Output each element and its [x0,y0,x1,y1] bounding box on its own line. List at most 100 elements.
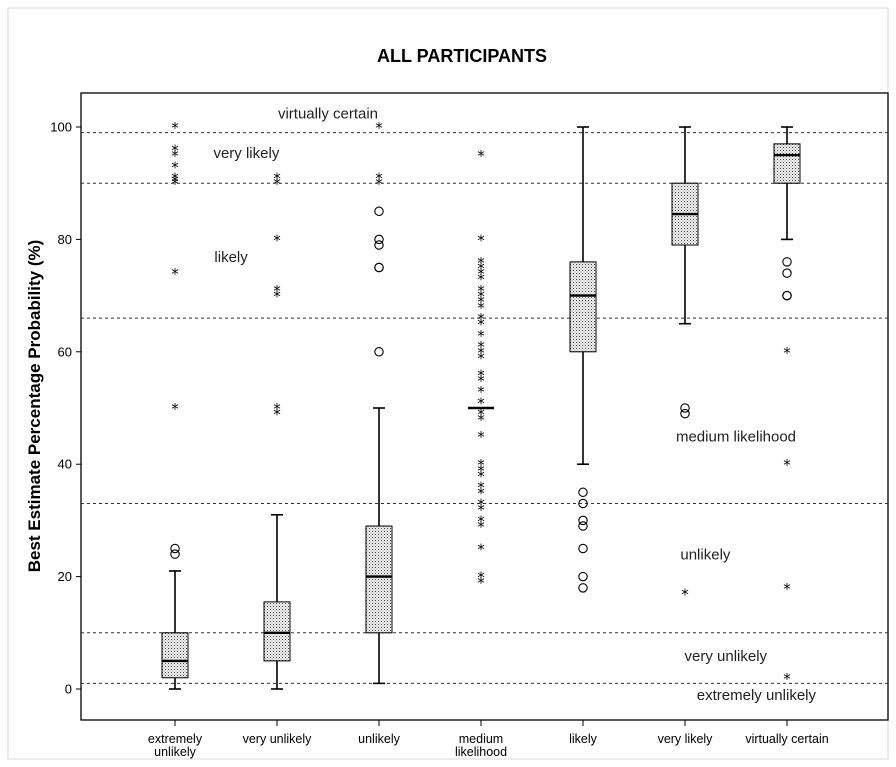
outlier-point [782,290,792,301]
y-tick-label: 60 [58,344,72,359]
region-annotation: virtually certain [278,106,378,123]
extreme-point: * [171,119,179,137]
x-tick-label: virtually certain [745,732,828,746]
extreme-point: * [477,271,485,289]
outlier-point [782,268,792,278]
extreme-point: * [273,175,281,193]
outlier-point [578,521,588,531]
extreme-point: * [171,400,179,418]
outlier-point [374,262,384,273]
extreme-point: * [477,310,485,328]
extreme-point: * [477,349,485,367]
region-annotation: medium likelihood [676,429,796,446]
x-tick-label: extremely unlikely [148,732,203,759]
extreme-point: * [171,265,179,283]
extreme-point: * [681,585,689,603]
extreme-point: * [477,299,485,317]
outlier-point [782,257,792,267]
extreme-point: * [477,231,485,249]
extreme-point: * [477,293,485,311]
iqr-box [263,601,291,662]
extreme-point: * [477,406,485,424]
extreme-point: * [273,406,281,424]
box-group: ********* [161,119,189,690]
x-tick-label: unlikely [358,732,400,746]
region-annotation: very unlikely [685,648,768,665]
extreme-point: * [171,175,179,193]
extreme-point: * [477,541,485,559]
iqr-box [569,261,597,353]
y-tick-label: 100 [50,120,72,135]
extreme-point: * [783,670,791,688]
region-annotation: extremely unlikely [697,687,817,704]
extreme-point: * [477,265,485,283]
extreme-point: * [273,231,281,249]
extreme-point: * [477,484,485,502]
extreme-point: * [477,501,485,519]
extreme-point: * [477,383,485,401]
outlier-point [374,347,384,357]
x-axis: extremely unlikely very unlikely unlikely me… [148,720,829,759]
extreme-point: * [477,282,485,300]
extreme-point: * [171,141,179,159]
iqr-box [161,632,189,679]
extreme-point: * [375,175,383,193]
extreme-point: * [375,119,383,137]
outlier-point [578,515,588,526]
region-annotation: unlikely [680,547,731,564]
extreme-point: * [375,170,383,188]
extreme-point: * [273,282,281,300]
outlier-point [578,571,588,582]
extreme-point: * [273,170,281,188]
extreme-point: * [477,467,485,485]
y-axis-label: Best Estimate Percentage Probability (%) [25,240,44,573]
extreme-point: * [171,147,179,165]
x-tick-label: medium likelihood [455,732,507,759]
y-tick-label: 20 [58,569,72,584]
extreme-point: * [477,254,485,272]
extreme-point: * [783,580,791,598]
outlier-point [578,543,588,554]
box-group: * [671,126,699,603]
extreme-point: * [171,170,179,188]
y-tick-label: 40 [58,457,72,472]
outlier-point [578,487,588,498]
box-series: **************** ************************… [161,119,801,690]
box-group: * * * * [773,126,801,688]
extreme-point: * [477,479,485,497]
x-tick-label: very unlikely [243,732,313,746]
extreme-point: * [477,344,485,362]
extreme-point: * [783,344,791,362]
y-axis: 0 20 40 60 80 100 [50,120,81,697]
outlier-point [578,583,588,593]
chart-title: ALL PARTICIPANTS [377,46,547,66]
outlier-point [680,408,690,419]
outlier-point [374,240,384,250]
outlier-point [170,543,180,554]
extreme-point: * [477,366,485,384]
extreme-point: * [477,428,485,446]
annotations: virtually certain very likely likely medium… [213,106,816,705]
outlier-point [680,403,690,413]
extreme-point: * [477,411,485,429]
plot-area-frame [80,92,889,721]
extreme-point: * [477,288,485,306]
box-group [569,126,597,593]
extreme-point: * [273,288,281,306]
extreme-point: * [477,512,485,530]
region-annotation: likely [214,249,248,266]
extreme-point: * [477,147,485,165]
outlier-point [374,234,384,245]
figure-frame [7,7,889,760]
extreme-point: * [171,172,179,190]
x-tick-label: likely [569,732,598,746]
extreme-point: * [477,496,485,514]
extreme-point: * [171,158,179,176]
extreme-point: * [477,260,485,278]
iqr-box [773,143,801,184]
outlier-point [170,549,180,559]
box-group: ******* [263,170,291,690]
extreme-point: * [477,574,485,592]
extreme-point: * [477,394,485,412]
